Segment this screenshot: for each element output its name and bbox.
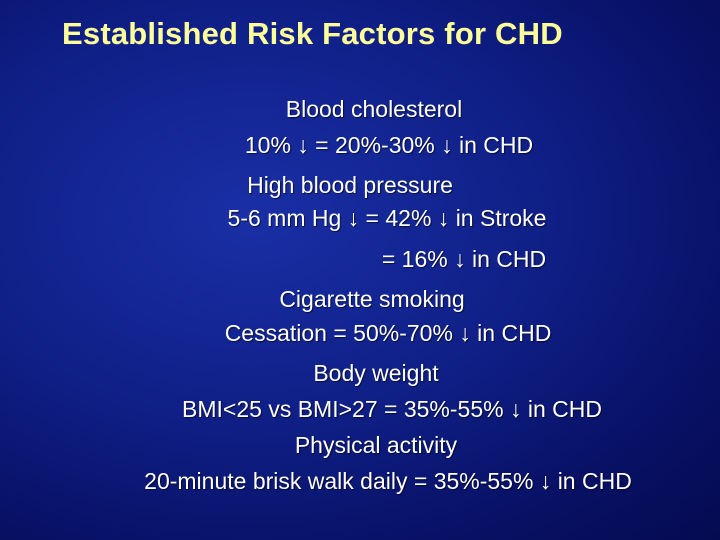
slide-title: Established Risk Factors for CHD: [62, 16, 563, 51]
factor-detail-body-weight: BMI<25 vs BMI>27 = 35%-55% ↓ in CHD: [182, 396, 602, 422]
factor-heading-smoking: Cigarette smoking: [279, 286, 465, 312]
factor-heading-cholesterol: Blood cholesterol: [285, 96, 463, 122]
factor-detail-blood-pressure-chd: = 16% ↓ in CHD: [381, 246, 547, 272]
factor-detail-physical-activity: 20-minute brisk walk daily = 35%-55% ↓ i…: [144, 468, 632, 494]
factor-detail-smoking: Cessation = 50%-70% ↓ in CHD: [224, 320, 552, 346]
factor-detail-blood-pressure-stroke: 5-6 mm Hg ↓ = 42% ↓ in Stroke: [227, 205, 547, 231]
factor-heading-blood-pressure: High blood pressure: [247, 172, 453, 198]
factor-heading-physical-activity: Physical activity: [294, 432, 458, 458]
factor-detail-cholesterol: 10% ↓ = 20%-30% ↓ in CHD: [244, 132, 534, 158]
factor-heading-body-weight: Body weight: [313, 360, 439, 386]
